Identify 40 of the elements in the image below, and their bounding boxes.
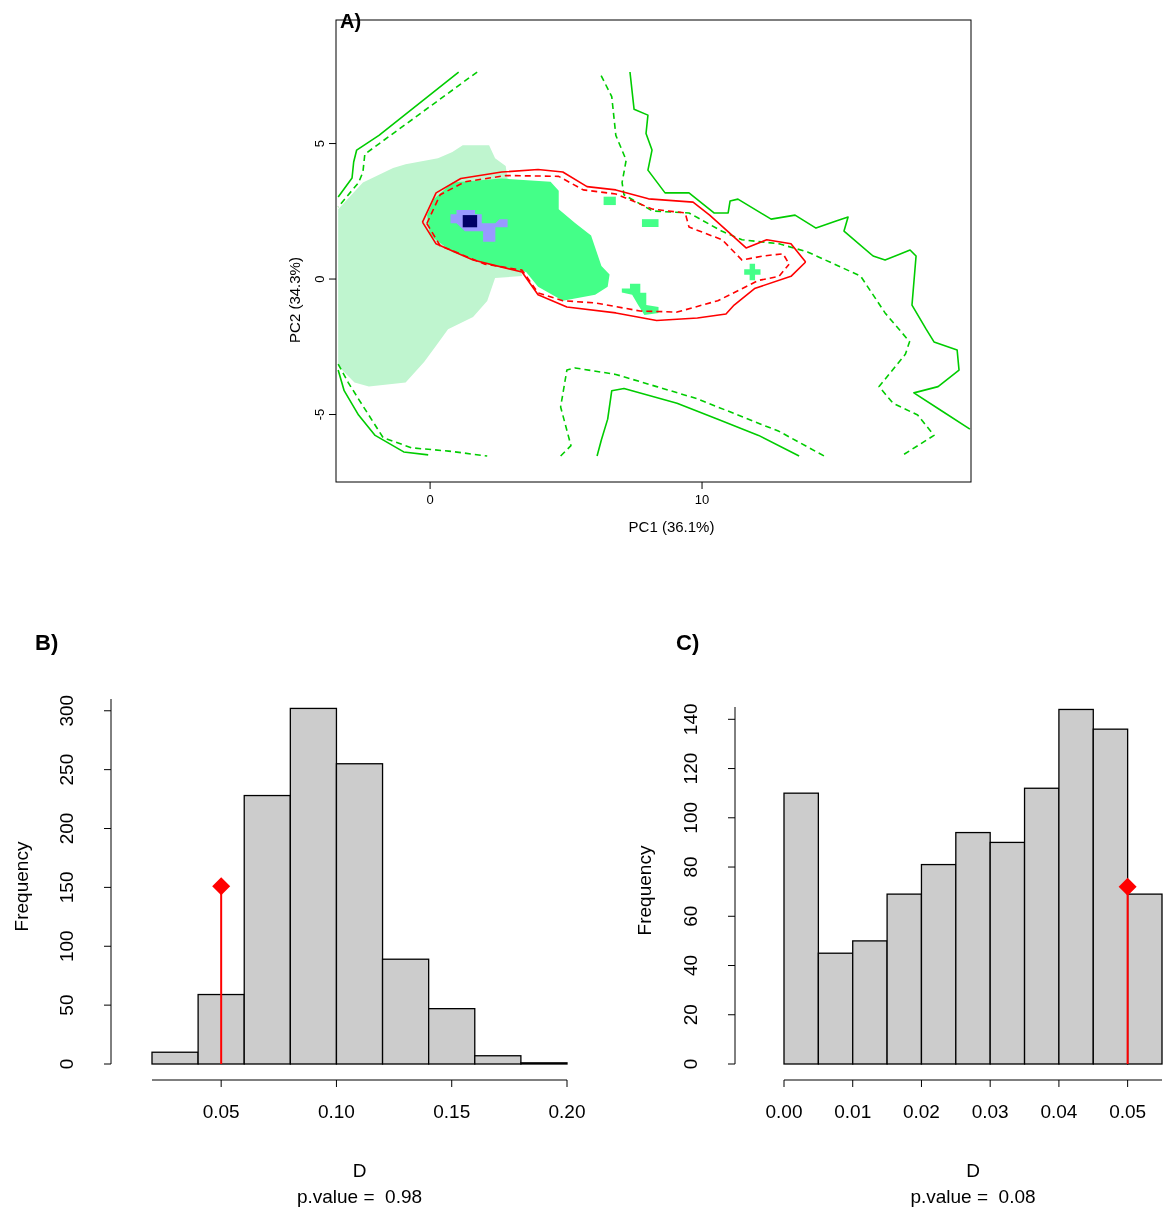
y-tick-label: -5 — [312, 408, 327, 421]
text: p.value = 0.98 — [296, 1186, 423, 1207]
y-axis-title: Frequency — [11, 841, 32, 932]
x-axis-title: PC1 (36.1%) — [628, 518, 715, 535]
y-tick-label: 140 — [680, 703, 701, 736]
y-tick-label: 100 — [56, 930, 77, 963]
y-tick-label: 150 — [56, 871, 77, 904]
x-tick-label: 10 — [694, 492, 710, 507]
y-tick-label: 20 — [680, 1004, 701, 1026]
y-axis-title: Frequency — [634, 845, 655, 936]
x-tick-label: 0.03 — [971, 1101, 1009, 1122]
y-tick-label: 300 — [56, 694, 77, 727]
x-tick-label: 0.01 — [834, 1101, 872, 1122]
x-tick-label: 0.02 — [902, 1101, 940, 1122]
y-tick-label: 250 — [56, 753, 77, 786]
chart-title: C) — [676, 630, 700, 655]
y-tick-label: 0 — [680, 1058, 701, 1070]
x-tick-label: 0.10 — [317, 1101, 355, 1122]
y-tick-label: 40 — [680, 954, 701, 977]
y-tick-label: 60 — [680, 905, 701, 927]
x-axis-title: D — [352, 1160, 367, 1181]
x-tick-label: 0.00 — [765, 1101, 803, 1122]
chart-title: A) — [340, 10, 362, 32]
x-tick-label: 0.04 — [1040, 1101, 1078, 1122]
x-tick-label: 0.15 — [433, 1101, 471, 1122]
x-tick-label: 0.05 — [1109, 1101, 1147, 1122]
y-tick-label: 50 — [56, 994, 77, 1016]
text: p.value = 0.08 — [910, 1186, 1036, 1207]
y-tick-label: 200 — [56, 812, 77, 845]
y-tick-label: 80 — [680, 856, 701, 878]
y-tick-label: 5 — [312, 139, 327, 148]
y-axis-title: PC2 (34.3%) — [286, 257, 303, 343]
x-tick-label: 0.05 — [202, 1101, 240, 1122]
y-tick-label: 120 — [680, 752, 701, 785]
chart-title: B) — [35, 630, 59, 655]
y-tick-label: 0 — [56, 1058, 77, 1070]
y-tick-label: 100 — [680, 801, 701, 834]
x-axis-title: D — [966, 1160, 980, 1181]
y-tick-label: 0 — [312, 275, 327, 283]
x-tick-label: 0.20 — [548, 1101, 586, 1122]
